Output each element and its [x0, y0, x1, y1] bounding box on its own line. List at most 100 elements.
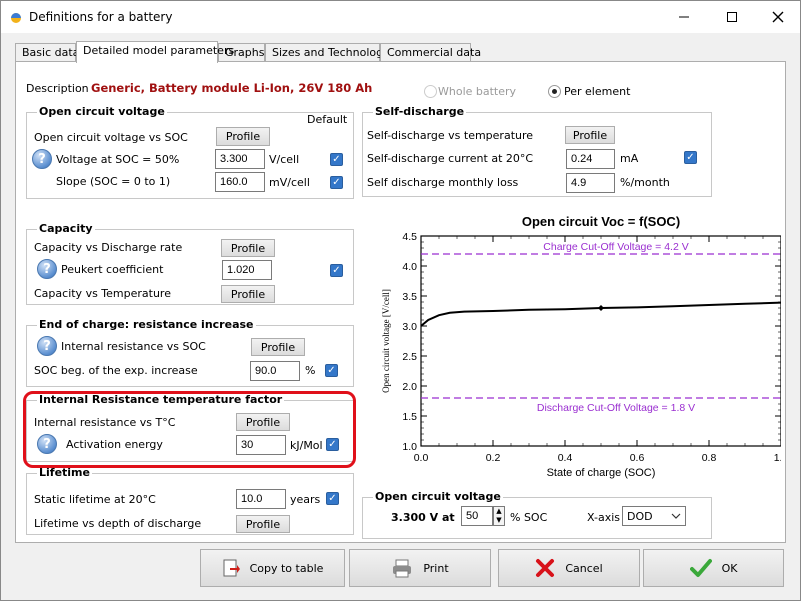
ok-button[interactable]: OK [643, 549, 784, 587]
tab-label: Sizes and Technology [272, 46, 390, 59]
slope-label: Slope (SOC = 0 to 1) [56, 175, 171, 188]
ocv-voltage-text: 3.300 V at [391, 511, 455, 524]
x-tick-label: 0.2 [486, 452, 501, 464]
ocv-profile-button[interactable]: Profile [216, 127, 270, 146]
copy-button-label: Copy to table [249, 561, 324, 575]
capacity-temp-profile-button[interactable]: Profile [221, 285, 275, 303]
description-value: Generic, Battery module Li-Ion, 26V 180 … [91, 81, 373, 95]
voltage-soc50-input[interactable] [215, 149, 265, 169]
help-icon[interactable]: ? [37, 259, 57, 279]
soc-beg-input[interactable] [250, 361, 300, 381]
xaxis-select[interactable]: DOD [622, 506, 686, 526]
y-tick-label: 3.0 [402, 321, 417, 333]
cancel-button[interactable]: Cancel [498, 549, 640, 587]
voltage-soc50-default-checkbox[interactable]: ✓ [330, 153, 343, 166]
sd-current-default-checkbox[interactable]: ✓ [684, 151, 697, 164]
capacity-vs-rate-label: Capacity vs Discharge rate [34, 241, 183, 254]
sd-monthly-input[interactable] [566, 173, 615, 193]
peukert-default-checkbox[interactable]: ✓ [330, 264, 343, 277]
x-tick-label: 0.4 [558, 452, 573, 464]
maximize-button[interactable] [709, 1, 755, 33]
y-tick-label: 2.5 [402, 351, 417, 363]
capacity-vs-temp-label: Capacity vs Temperature [34, 287, 171, 300]
activation-energy-unit: kJ/Mol [290, 439, 323, 452]
ir-temp-profile-button[interactable]: Profile [236, 413, 290, 431]
voltage-soc50-label: Voltage at SOC = 50% [56, 153, 180, 166]
y-tick-label: 4.0 [402, 261, 417, 273]
capacity-rate-profile-button[interactable]: Profile [221, 239, 275, 257]
tab-label: Commercial data [387, 46, 482, 59]
static-lifetime-input[interactable] [236, 489, 286, 509]
activation-energy-input[interactable] [236, 435, 286, 455]
activation-default-checkbox[interactable]: ✓ [326, 438, 339, 451]
profile-label: Profile [245, 415, 281, 429]
ocv-vs-soc-label: Open circuit voltage vs SOC [34, 131, 188, 144]
ocv-bottom-group: Open circuit voltage [362, 490, 712, 539]
default-label: Default [307, 113, 348, 126]
soc-unit: % SOC [510, 511, 548, 524]
sd-current-input[interactable] [566, 149, 615, 169]
profile-label: Profile [260, 340, 296, 354]
ocv-group-title: Open circuit voltage [37, 105, 167, 118]
soc-beg-label: SOC beg. of the exp. increase [34, 364, 198, 377]
cancel-button-label: Cancel [565, 561, 603, 575]
maximize-icon [727, 12, 737, 22]
sd-current-unit: mA [620, 152, 639, 165]
tab-sizes-and-technology[interactable]: Sizes and Technology [265, 43, 390, 62]
lifetime-vs-dod-label: Lifetime vs depth of discharge [34, 517, 202, 530]
profile-label: Profile [230, 241, 266, 255]
y-tick-label: 4.5 [402, 231, 417, 243]
minimize-button[interactable] [661, 1, 707, 33]
chevron-down-icon [671, 513, 681, 519]
lifetime-dod-profile-button[interactable]: Profile [236, 515, 290, 533]
checkmark-icon [689, 559, 712, 577]
sd-temp-profile-button[interactable]: Profile [565, 126, 615, 144]
help-icon[interactable]: ? [37, 434, 57, 454]
activation-energy-label: Activation energy [66, 438, 163, 451]
tab-commercial-data[interactable]: Commercial data [380, 43, 481, 62]
slope-unit: mV/cell [269, 176, 310, 189]
app-sun-icon [9, 9, 23, 23]
slope-default-checkbox[interactable]: ✓ [330, 176, 343, 189]
discharge-cutoff-label: Discharge Cut-Off Voltage = 1.8 V [537, 402, 695, 414]
close-button[interactable] [755, 1, 801, 33]
per-element-radio[interactable] [548, 85, 561, 98]
window-title: Definitions for a battery [29, 10, 173, 24]
help-icon[interactable]: ? [37, 336, 57, 356]
peukert-input[interactable] [222, 260, 272, 280]
tab-graphs[interactable]: Graphs [218, 43, 265, 62]
printer-icon [393, 559, 412, 578]
sd-monthly-unit: %/month [620, 176, 670, 189]
print-button[interactable]: Print [349, 549, 491, 587]
end-of-charge-group-title: End of charge: resistance increase [37, 318, 256, 331]
tab-panel: Description Generic, Battery module Li-I… [15, 61, 786, 543]
copy-to-table-button[interactable]: Copy to table [200, 549, 345, 587]
help-icon[interactable]: ? [32, 149, 52, 169]
tab-label: Graphs [225, 46, 265, 59]
ir-temperature-group-title: Internal Resistance temperature factor [37, 393, 285, 406]
xaxis-label: X-axis [587, 511, 620, 524]
ir-soc-profile-button[interactable]: Profile [251, 338, 305, 356]
tab-detailed-model-parameters[interactable]: Detailed model parameters [76, 41, 234, 63]
ocv-curve [420, 301, 781, 327]
copy-table-icon [223, 559, 240, 577]
soc-spinner-input[interactable] [461, 506, 493, 526]
minimize-icon [679, 16, 689, 18]
soc-beg-default-checkbox[interactable]: ✓ [325, 364, 338, 377]
ir-temperature-group: Internal Resistance temperature factor [26, 393, 354, 462]
slope-input[interactable] [215, 172, 265, 192]
per-element-label: Per element [564, 85, 631, 98]
description-label: Description [26, 82, 89, 95]
peukert-label: Peukert coefficient [61, 263, 164, 276]
whole-battery-radio[interactable] [424, 85, 437, 98]
voltage-soc50-unit: V/cell [269, 153, 300, 166]
soc-spinner-arrows[interactable]: ▲ ▼ [493, 506, 505, 526]
ir-vs-t-label: Internal resistance vs T°C [34, 416, 176, 429]
profile-label: Profile [245, 517, 281, 531]
tab-basic-data[interactable]: Basic data [15, 43, 79, 62]
static-lifetime-default-checkbox[interactable]: ✓ [326, 492, 339, 505]
ocv-bottom-group-title: Open circuit voltage [373, 490, 503, 503]
x-tick-label: 0.0 [414, 452, 429, 464]
profile-label: Profile [225, 130, 261, 143]
